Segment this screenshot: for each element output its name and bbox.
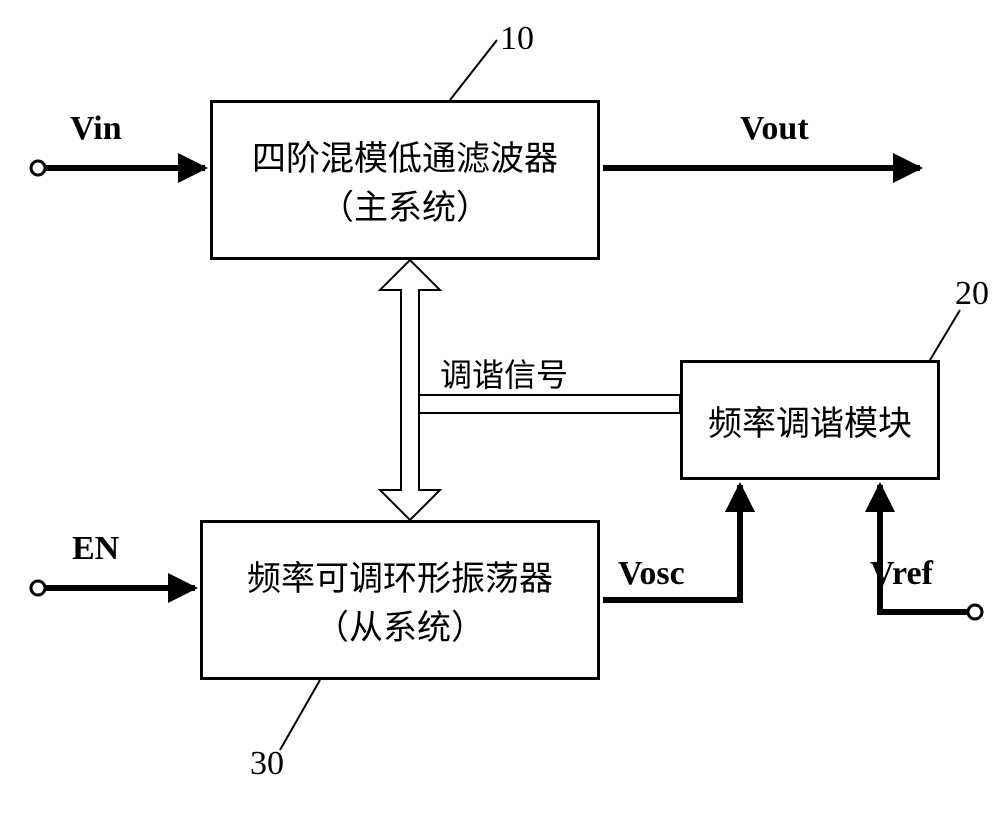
ref-20: 20 [955,275,989,313]
main-filter-line2: （主系统） [320,180,490,229]
main-filter-line1: 四阶混模低通滤波器 [252,131,558,180]
ring-oscillator-box: 频率可调环形振荡器 （从系统） [200,520,600,680]
vref-terminal [968,605,982,619]
leader-20 [930,310,960,360]
en-label: EN [72,530,119,568]
leader-10 [450,40,497,100]
vin-label: Vin [70,110,122,148]
tuning-signal-line [410,395,680,413]
main-filter-box: 四阶混模低通滤波器 （主系统） [210,100,600,260]
vout-label: Vout [740,110,809,148]
leader-30 [280,680,320,750]
vosc-label: Vosc [618,555,685,593]
vin-arrow [31,161,205,175]
diagram-canvas: 四阶混模低通滤波器 （主系统） 频率调谐模块 频率可调环形振荡器 （从系统） V… [0,0,1000,814]
ref-10: 10 [500,20,534,58]
tuning-module-box: 频率调谐模块 [680,360,940,480]
tuning-double-arrow [380,260,440,520]
en-arrow [31,581,195,595]
vref-label: Vref [870,555,933,593]
tuning-module-line1: 频率调谐模块 [708,396,912,445]
tuning-signal-label: 调谐信号 [440,350,568,396]
ring-oscillator-line1: 频率可调环形振荡器 [247,551,553,600]
ref-30: 30 [250,745,284,783]
vin-terminal [31,161,45,175]
ring-oscillator-line2: （从系统） [315,600,485,649]
vref-arrow [880,485,982,619]
en-terminal [31,581,45,595]
